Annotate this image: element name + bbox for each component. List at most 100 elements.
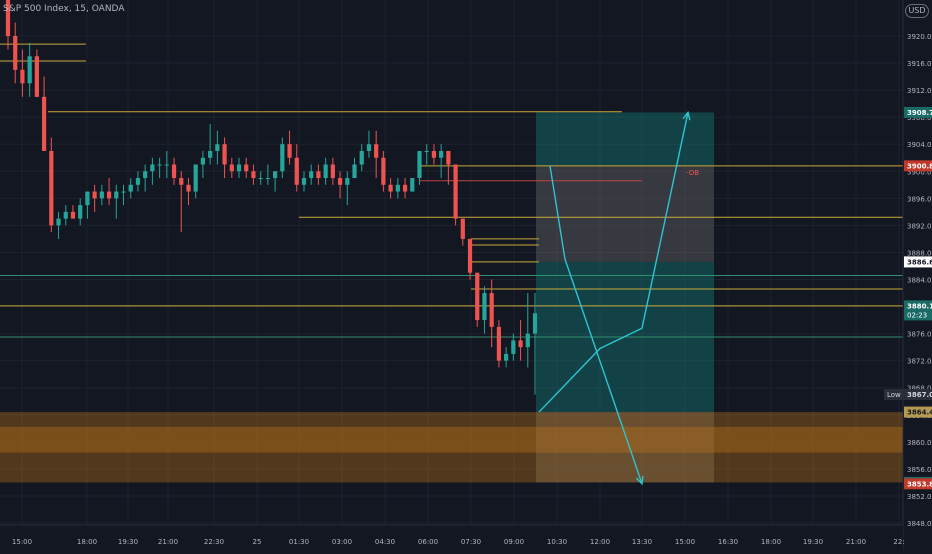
candle-body	[121, 191, 126, 193]
candle-body	[453, 164, 458, 219]
price-label-bg	[904, 388, 932, 400]
candle-body	[431, 150, 437, 158]
x-tick-label: 06:00	[418, 538, 438, 546]
candle-body	[316, 171, 321, 179]
price-label: 3853.8	[907, 480, 932, 488]
candle-body	[27, 56, 32, 84]
candle-body	[63, 211, 68, 219]
candle-body	[70, 211, 76, 219]
candle-body	[511, 340, 516, 354]
candle-body	[135, 178, 141, 185]
low-tag: Low	[887, 391, 901, 399]
candle-body	[366, 144, 372, 151]
path-up	[538, 112, 689, 413]
candle-body	[482, 293, 487, 321]
candle-body	[337, 178, 343, 185]
y-tick-label: 3888.0	[907, 249, 932, 257]
candle-body	[244, 164, 249, 172]
currency-button[interactable]: USD	[905, 4, 929, 18]
zone-position_target	[536, 112, 714, 166]
candle-body	[258, 178, 263, 180]
candle-body	[424, 150, 429, 152]
candle-body	[128, 184, 133, 192]
price-label-bg	[904, 478, 932, 490]
projection-paths	[538, 110, 691, 486]
x-tick-label: 21:00	[158, 538, 178, 546]
candle-body	[78, 205, 83, 219]
candle-body	[193, 164, 198, 192]
x-tick-label: 16:30	[718, 538, 738, 546]
candle-body	[265, 178, 270, 180]
x-tick-label: 03:00	[332, 538, 352, 546]
candle-body	[410, 178, 415, 192]
candle-body	[236, 164, 242, 172]
candle-body	[496, 326, 502, 361]
candle-body	[301, 178, 307, 185]
price-label-bg	[904, 160, 932, 172]
candle-body	[143, 171, 148, 179]
zone-supply_demand	[0, 412, 903, 483]
candle-body	[157, 164, 162, 166]
candle-body	[475, 272, 480, 321]
candle-body	[359, 150, 364, 165]
price-axis: 3920.0 3916.0 3912.0 3908.0 3904.0 3900.0 3896…	[902, 0, 932, 550]
candle-body	[352, 164, 357, 179]
price-label: 3867.0	[907, 391, 932, 399]
candle-body	[229, 164, 234, 172]
x-tick-label: 10:30	[547, 538, 567, 546]
candle-body	[186, 184, 191, 192]
y-tick-label: 3848.0	[907, 520, 932, 528]
candle-body	[395, 184, 400, 192]
candle-body	[150, 164, 155, 172]
x-tick-label: 22:30	[204, 538, 224, 546]
candles	[5, 0, 538, 395]
candle-body	[460, 218, 465, 239]
candle-body	[200, 157, 206, 165]
candle-body	[41, 96, 47, 151]
path-up-arrowhead	[682, 110, 691, 121]
y-tick-label: 3860.0	[907, 439, 932, 447]
candle-body	[402, 184, 408, 192]
y-tick-label: 3876.0	[907, 331, 932, 339]
price-label-bg	[904, 300, 932, 321]
horizontal-levels: -OB	[0, 43, 903, 338]
x-tick-label: 18:00	[77, 538, 97, 546]
x-tick-label: 13:30	[632, 538, 652, 546]
y-tick-label: 3908.0	[907, 114, 932, 122]
y-tick-label: 3912.0	[907, 87, 932, 95]
chart-title: S&P 500 Index, 15, OANDA	[3, 4, 125, 14]
candle-body	[179, 178, 184, 185]
candle-body	[114, 191, 119, 199]
candle-body	[518, 340, 523, 348]
price-label: 3908.7	[907, 109, 932, 117]
candle-body	[374, 144, 379, 158]
candle-body	[489, 293, 494, 327]
price-label-bg	[904, 256, 932, 268]
y-tick-label: 3892.0	[907, 222, 932, 230]
candle-body	[106, 191, 112, 199]
time-axis-bg	[0, 525, 903, 550]
x-tick-label: 21:00	[846, 538, 866, 546]
candle-body	[309, 171, 314, 179]
y-tick-label: 3900.0	[907, 168, 932, 176]
y-tick-label: 3856.0	[907, 466, 932, 474]
y-tick-label: 3852.0	[907, 493, 932, 501]
price-label: 3864.4	[907, 409, 932, 417]
candle-body	[439, 150, 444, 158]
candle-body	[345, 178, 350, 185]
candle-body	[381, 157, 386, 185]
candle-body	[323, 164, 328, 179]
candle-body	[287, 144, 292, 158]
x-tick-label: 12:00	[590, 538, 610, 546]
x-tick-label: 25	[253, 538, 262, 546]
price-label-bg	[904, 106, 932, 118]
candle-body	[532, 313, 538, 334]
candle-body	[273, 171, 278, 179]
y-tick-label: 3896.0	[907, 195, 932, 203]
candle-body	[92, 191, 97, 199]
low-tag-bg	[884, 388, 904, 400]
x-tick-label: 18:00	[761, 538, 781, 546]
candle-body	[34, 56, 39, 97]
